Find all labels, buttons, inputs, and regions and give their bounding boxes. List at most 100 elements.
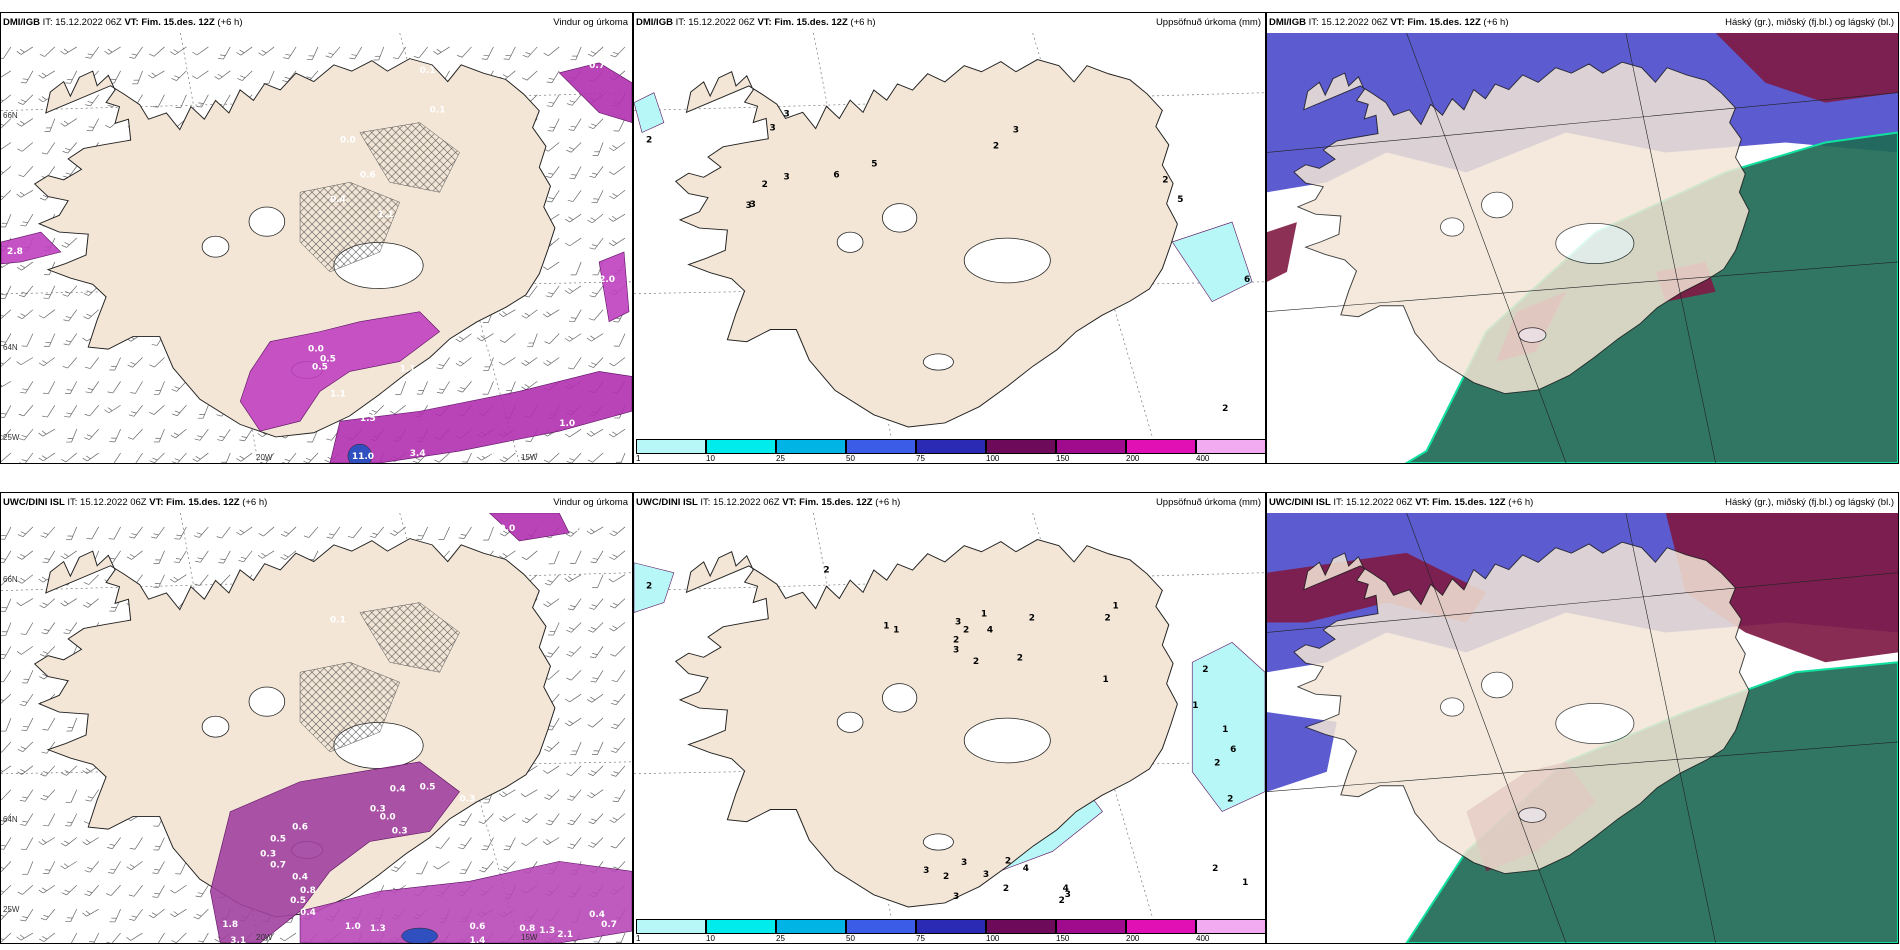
wind-barb: [257, 550, 275, 559]
precip-total-label: 6: [833, 170, 839, 180]
wind-barb: [521, 381, 538, 390]
wind-barb: [18, 428, 34, 441]
wind-barb: [588, 309, 604, 321]
precip-total-label: 2: [646, 582, 652, 592]
glacier-hofsjokull: [201, 715, 230, 738]
wind-barb: [592, 574, 604, 588]
colorbar-segment: [776, 439, 846, 454]
wind-barb: [589, 598, 604, 610]
grid-line: [1625, 33, 1716, 463]
wind-barb: [197, 405, 209, 419]
wind-barb: [38, 428, 56, 437]
wind-barb: [592, 142, 604, 156]
precip-total-label: 1: [1112, 602, 1118, 612]
wind-barb: [369, 526, 385, 539]
precip-value-label: 0.3: [370, 805, 386, 815]
wind-barb: [1, 381, 12, 389]
wind-barb: [325, 46, 341, 58]
wind-barb: [16, 261, 34, 271]
colorbar-segment: [1126, 439, 1196, 454]
glacier-hofsjokull: [1440, 697, 1465, 717]
wind-barb: [20, 813, 34, 826]
wind-barb: [61, 765, 77, 776]
precip-value-label: 1.0: [559, 419, 575, 429]
wind-barb: [498, 789, 516, 798]
wind-barb: [149, 46, 165, 57]
wind-barb: [570, 741, 582, 756]
glacier-myrdalsjokull: [922, 353, 954, 371]
wind-barb: [192, 452, 209, 462]
wind-barb: [84, 861, 99, 873]
panel-header: DMI/IGB IT: 15.12.2022 06Z VT: Fim. 15.d…: [1, 13, 632, 33]
wind-barb: [127, 428, 143, 440]
wind-barb: [570, 46, 582, 61]
wind-barb: [152, 885, 165, 898]
wind-barb: [589, 166, 604, 178]
wind-barb: [499, 550, 516, 559]
panel-wind-precip-dmi: DMI/IGB IT: 15.12.2022 06Z VT: Fim. 15.d…: [0, 12, 633, 464]
wind-barb: [65, 70, 78, 84]
precip-value-label: 0.1: [430, 106, 446, 116]
precip-total-label: 2: [1003, 884, 1009, 894]
glacier-langjokull: [248, 206, 286, 237]
wind-barb: [126, 861, 143, 870]
colorbar-tick-label: 25: [776, 934, 785, 943]
wind-barb: [17, 741, 34, 752]
colorbar-tick-label: 200: [1126, 934, 1140, 943]
wind-barb: [568, 357, 582, 370]
precip-total-label: 1: [981, 609, 987, 619]
iceland-coastline: [1293, 61, 1750, 395]
precip-total-label: 2: [973, 657, 979, 667]
wind-barb: [566, 646, 582, 657]
wind-barb: [151, 526, 165, 539]
wind-barb: [1, 405, 12, 418]
wind-barb: [16, 598, 34, 607]
wind-barb: [416, 526, 428, 540]
wind-barb: [1, 118, 12, 129]
colorbar-tick-label: 50: [846, 454, 855, 463]
wind-barb: [477, 333, 494, 342]
wind-barb: [481, 837, 494, 851]
wind-barb: [543, 142, 560, 152]
hatched-cloud-area: [299, 182, 401, 273]
precip-value-label: 1.1: [400, 364, 416, 374]
precip-total-label: 2: [953, 635, 959, 645]
precip-value-label: 0.0: [308, 345, 324, 355]
wind-barb: [564, 333, 582, 342]
wind-barb: [435, 837, 450, 849]
hatched-cloud-area: [359, 122, 460, 193]
iceland-coastline: [674, 539, 1178, 908]
precip-total-label: 2: [1212, 864, 1218, 874]
wind-barb: [239, 428, 253, 442]
wind-barb: [433, 46, 450, 55]
wind-barb: [587, 717, 604, 728]
wind-barb: [588, 837, 604, 848]
wind-barb: [326, 526, 341, 539]
wind-barb: [609, 598, 626, 609]
wind-barb: [542, 309, 560, 318]
grid-line: [1406, 33, 1567, 463]
wind-barb: [564, 693, 582, 703]
wind-barb: [391, 861, 406, 872]
wind-barb: [458, 526, 472, 540]
wind-barb: [610, 693, 626, 706]
wind-barb: [1, 717, 12, 732]
wind-barb: [588, 813, 604, 825]
wind-barb: [542, 837, 560, 845]
wind-barb: [498, 309, 516, 317]
colorbar-segment: [776, 919, 846, 934]
wind-barb: [349, 46, 363, 60]
wind-barb: [40, 908, 56, 921]
wind-barb: [149, 452, 165, 463]
wind-barb: [61, 885, 78, 896]
wind-barb: [126, 932, 143, 941]
wind-barb: [173, 550, 187, 564]
wind-barb: [521, 813, 538, 824]
glacier-hofsjokull: [201, 235, 230, 258]
precip-maximum: [347, 443, 373, 463]
precip-total-label: 1: [893, 625, 899, 635]
wind-barb: [82, 837, 99, 846]
wind-barb: [1, 526, 12, 540]
